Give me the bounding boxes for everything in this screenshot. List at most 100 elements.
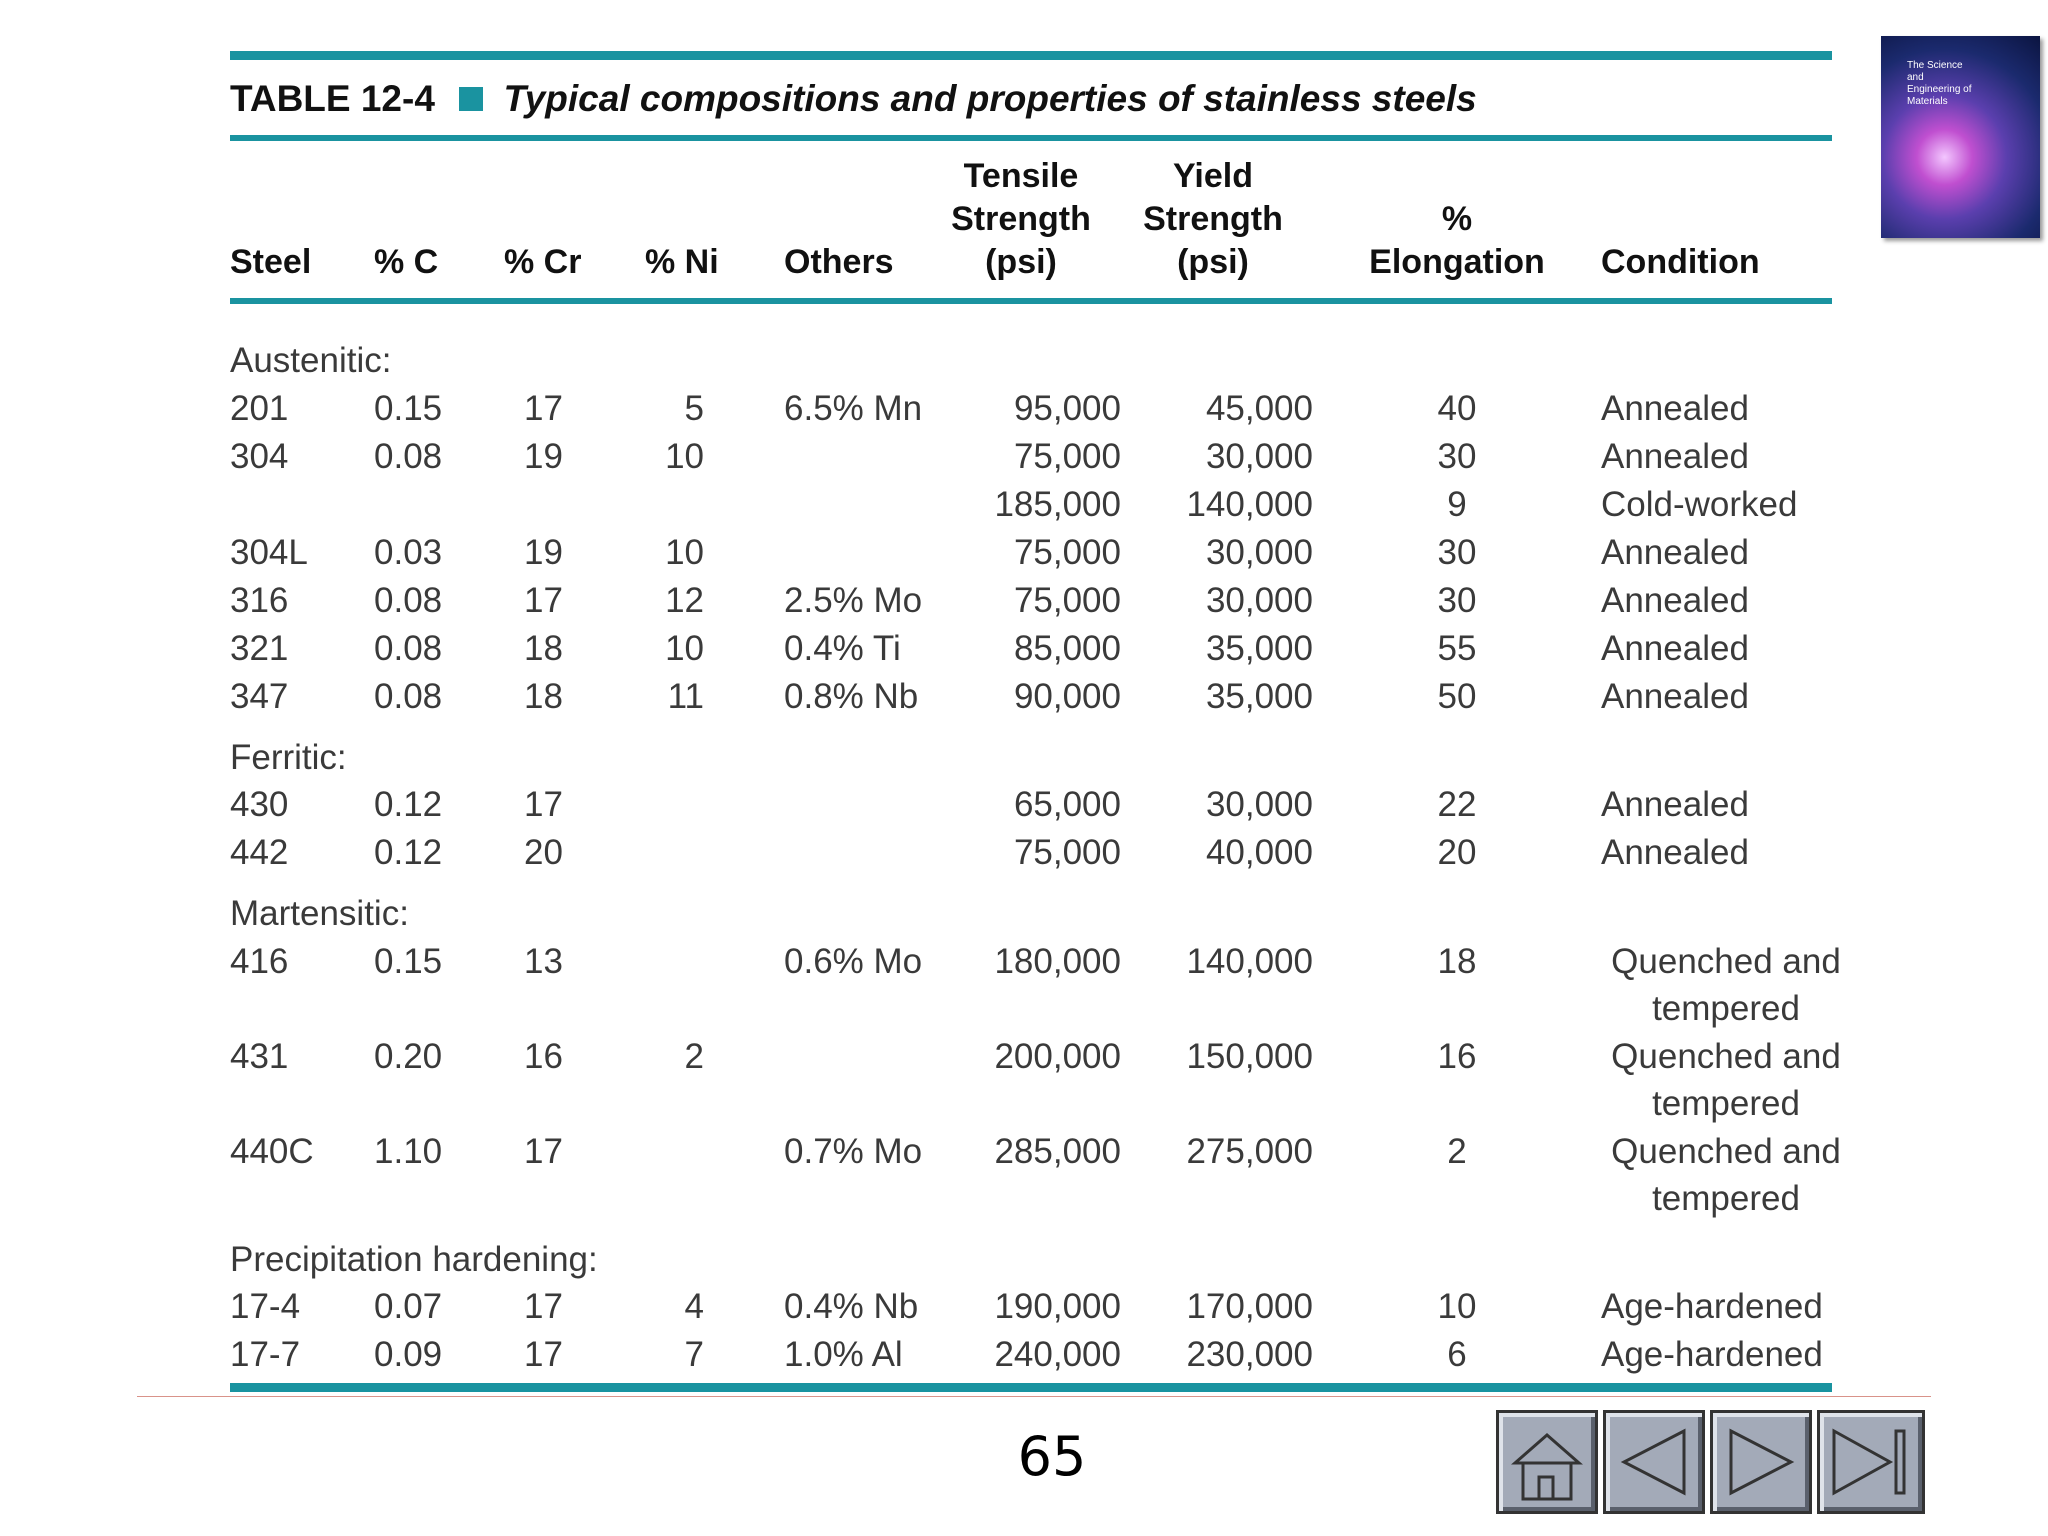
c-cell: 0.15: [374, 941, 443, 981]
condition: Annealed: [1601, 676, 1749, 716]
cr-cell: 17: [524, 1287, 563, 1326]
last-button[interactable]: [1817, 1410, 1925, 1514]
elongation-cell: 30: [1437, 436, 1477, 476]
column-header: (psi): [985, 243, 1057, 281]
condition: Annealed: [1601, 580, 1749, 620]
ni-cell: 12: [665, 580, 704, 620]
others-cell: 2.5% Mo: [784, 580, 923, 620]
condition: Quenched and tempered: [1611, 1131, 1841, 1219]
others-cell: 0.7% Mo: [784, 1131, 923, 1171]
home-button[interactable]: [1496, 1410, 1598, 1514]
elongation-cell: 10: [1437, 1287, 1477, 1326]
cr-cell: 13: [524, 941, 563, 981]
tensile-cell: 85,000: [1013, 628, 1121, 668]
steel-cell: 304L: [230, 532, 308, 572]
tensile-cell: 65,000: [1013, 785, 1121, 824]
steel-cell: 416: [230, 941, 289, 981]
condition-cell: Annealed: [1601, 529, 1749, 577]
steel-cell: 17-4: [230, 1287, 301, 1326]
steel-cell: 440C: [230, 1131, 314, 1171]
tensile-cell: 240,000: [994, 1335, 1121, 1374]
elongation-cell: 16: [1437, 1036, 1477, 1076]
ni-cell: 10: [665, 532, 704, 572]
condition-cell: Annealed: [1601, 433, 1749, 481]
yield-cell: 275,000: [1186, 1131, 1313, 1171]
others-cell: 6.5% Mn: [784, 388, 923, 428]
c-cell: 0.08: [374, 436, 443, 476]
section-label: Ferritic:: [230, 737, 347, 777]
yield-cell: 40,000: [1205, 833, 1313, 872]
title-rule: [230, 135, 1832, 141]
steel-cell: 430: [230, 785, 289, 824]
c-cell: 0.20: [374, 1036, 443, 1076]
c-cell: 0.08: [374, 580, 443, 620]
cr-cell: 19: [524, 532, 563, 572]
c-cell: 0.08: [374, 628, 443, 668]
elongation-cell: 30: [1437, 580, 1477, 620]
next-button[interactable]: [1710, 1410, 1812, 1514]
condition-cell: Annealed: [1601, 673, 1749, 721]
cr-cell: 20: [524, 833, 563, 872]
cr-cell: 17: [524, 785, 563, 824]
column-header: (psi): [1177, 243, 1249, 281]
column-header: % Cr: [504, 243, 582, 281]
c-cell: 0.07: [374, 1287, 443, 1326]
yield-cell: 140,000: [1186, 941, 1313, 981]
others-cell: 0.4% Ti: [784, 628, 901, 668]
tensile-cell: 90,000: [1013, 676, 1121, 716]
condition: Age-hardened: [1601, 1287, 1823, 1326]
top-rule: [230, 51, 1832, 60]
cr-cell: 19: [524, 436, 563, 476]
yield-cell: 30,000: [1205, 580, 1313, 620]
elongation-cell: 2: [1447, 1131, 1467, 1171]
elongation-cell: 6: [1447, 1335, 1467, 1374]
condition-cell: Quenched and tempered: [1601, 1033, 1851, 1128]
c-cell: 0.15: [374, 388, 443, 428]
others-cell: 0.6% Mo: [784, 941, 923, 981]
tensile-cell: 190,000: [994, 1287, 1121, 1326]
c-cell: 0.12: [374, 833, 443, 872]
c-cell: 0.08: [374, 676, 443, 716]
footer-line: [137, 1396, 1931, 1397]
steel-cell: 316: [230, 580, 289, 620]
column-header: Steel: [230, 243, 312, 281]
ni-cell: 5: [684, 388, 704, 428]
condition: Annealed: [1601, 532, 1749, 572]
caption-square: [459, 87, 484, 111]
elongation-cell: 22: [1437, 785, 1477, 824]
yield-cell: 30,000: [1205, 532, 1313, 572]
section-label: Martensitic:: [230, 894, 409, 933]
column-header: Yield: [1173, 157, 1253, 195]
tensile-cell: 200,000: [994, 1036, 1121, 1076]
cr-cell: 18: [524, 676, 563, 716]
steel-cell: 321: [230, 628, 289, 668]
cr-cell: 16: [524, 1036, 563, 1076]
previous-button[interactable]: [1603, 1410, 1705, 1514]
book-cover: The Science and Engineering of Materials: [1881, 36, 2040, 238]
condition: Annealed: [1601, 628, 1749, 668]
condition-cell: Annealed: [1601, 625, 1749, 673]
steel-cell: 304: [230, 436, 289, 476]
tensile-cell: 75,000: [1013, 436, 1121, 476]
condition-cell: Quenched and tempered: [1601, 938, 1851, 1033]
yield-cell: 150,000: [1186, 1036, 1313, 1076]
header-rule: [230, 298, 1832, 304]
tensile-cell: 185,000: [994, 484, 1121, 524]
elongation-cell: 18: [1437, 941, 1477, 981]
steel-cell: 347: [230, 676, 289, 716]
others-cell: 1.0% Al: [784, 1335, 903, 1374]
tensile-cell: 285,000: [994, 1131, 1121, 1171]
condition-cell: Age-hardened: [1601, 1283, 1823, 1331]
condition-cell: Annealed: [1601, 577, 1749, 625]
c-cell: 0.09: [374, 1335, 443, 1374]
condition-cell: Annealed: [1601, 781, 1749, 829]
yield-cell: 140,000: [1186, 484, 1313, 524]
c-cell: 0.12: [374, 785, 443, 824]
others-cell: 0.4% Nb: [784, 1287, 919, 1326]
others-cell: 0.8% Nb: [784, 676, 919, 716]
bottom-rule: [230, 1383, 1832, 1392]
tensile-cell: 75,000: [1013, 833, 1121, 872]
cr-cell: 17: [524, 1335, 563, 1374]
tensile-cell: 180,000: [994, 941, 1121, 981]
